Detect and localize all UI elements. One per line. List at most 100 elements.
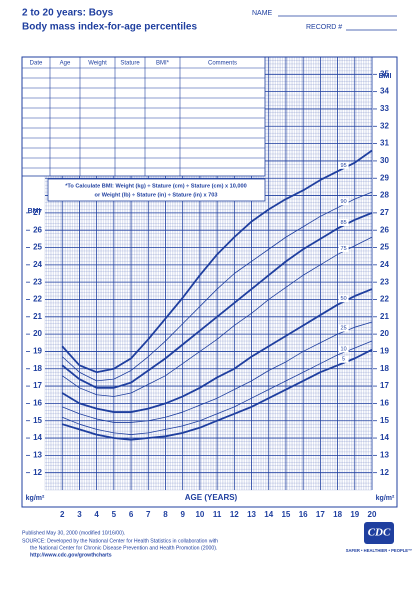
series-label: 85 xyxy=(341,220,347,226)
y2-tick-label: 29 xyxy=(380,173,389,182)
formula-text: or Weight (lb) ÷ Stature (in) ÷ Stature … xyxy=(95,192,218,198)
column-header: Comments xyxy=(208,61,237,67)
x-tick-label: 5 xyxy=(112,510,117,519)
footer-text: Published May 30, 2000 (modified 10/16/0… xyxy=(22,530,125,536)
label-bg xyxy=(338,324,349,332)
series-label: 75 xyxy=(341,246,347,252)
y-tick-label: 13 xyxy=(33,450,42,459)
x-tick-label: 16 xyxy=(299,510,308,519)
percentile-curve xyxy=(61,236,373,397)
y2-tick-label: 31 xyxy=(380,139,389,148)
y-tick-label: 22 xyxy=(33,295,42,304)
y2-tick-label: 30 xyxy=(380,156,389,165)
y-tick-label: 27 xyxy=(33,208,42,217)
percentile-curve xyxy=(61,191,373,382)
label-bg xyxy=(338,198,349,206)
percentile-curve xyxy=(61,348,373,441)
x-tick-label: 4 xyxy=(94,510,99,519)
footer-text: SOURCE: Developed by the National Center… xyxy=(22,538,218,544)
series-label: 25 xyxy=(341,326,347,332)
logo-text: CDC xyxy=(368,527,391,539)
y2-tick-label: 17 xyxy=(380,381,389,390)
x-tick-label: 14 xyxy=(264,510,273,519)
percentile-curve xyxy=(61,149,373,374)
x-axis-label: AGE (YEARS) xyxy=(185,493,238,502)
y2-tick-label: 27 xyxy=(380,208,389,217)
x-tick-label: 10 xyxy=(195,510,204,519)
y-tick-label: 15 xyxy=(33,416,42,425)
y-tick-label: 16 xyxy=(33,399,42,408)
x-tick-label: 11 xyxy=(213,510,222,519)
x-tick-label: 13 xyxy=(247,510,256,519)
x-tick-label: 8 xyxy=(163,510,168,519)
x-tick-label: 6 xyxy=(129,510,134,519)
series-label: 5 xyxy=(342,357,345,363)
y-tick-label: 21 xyxy=(33,312,42,321)
percentile-curve xyxy=(62,321,373,423)
table-box xyxy=(21,56,266,177)
name-label: NAME xyxy=(252,10,273,17)
x-tick-label: 2 xyxy=(60,510,65,519)
y2-tick-label: 23 xyxy=(380,277,389,286)
y-tick-label: 20 xyxy=(33,329,42,338)
y2-tick-label: 24 xyxy=(380,260,389,269)
y-tick-label: 26 xyxy=(33,225,42,234)
y2-tick-label: 21 xyxy=(380,312,389,321)
y2-tick-label: 13 xyxy=(380,450,389,459)
y-tick-label: 23 xyxy=(33,277,42,286)
series-label: 95 xyxy=(341,163,347,169)
y-tick-label: 24 xyxy=(33,260,42,269)
y2-tick-label: 35 xyxy=(380,69,389,78)
y-tick-label: 19 xyxy=(33,347,42,356)
label-bg xyxy=(338,161,349,169)
y2-tick-label: 33 xyxy=(380,104,389,113)
column-header: Date xyxy=(30,61,43,67)
y2-tick-label: 28 xyxy=(380,191,389,200)
logo xyxy=(364,522,394,544)
x-tick-label: 12 xyxy=(230,510,239,519)
label-bg xyxy=(24,205,44,216)
y2-tick-label: 12 xyxy=(380,468,389,477)
percentile-curve xyxy=(61,212,373,389)
frame xyxy=(21,56,398,508)
y2-tick-label: 14 xyxy=(380,433,389,442)
y2-tick-label: 25 xyxy=(380,243,389,252)
y-tick-label: 17 xyxy=(33,381,42,390)
x-tick-label: 15 xyxy=(281,510,290,519)
column-header: Age xyxy=(60,61,71,67)
record-label: RECORD # xyxy=(306,24,342,31)
chart-title: 2 to 20 years: Boys xyxy=(22,8,114,19)
chart-subtitle: Body mass index-for-age percentiles xyxy=(22,22,197,33)
x-tick-label: 9 xyxy=(180,510,185,519)
label-bg xyxy=(338,355,349,363)
y2-tick-label: 16 xyxy=(380,399,389,408)
y2-unit: kg/m² xyxy=(376,495,395,502)
label-bg xyxy=(338,244,349,252)
series-label: 50 xyxy=(341,296,347,302)
formula-box xyxy=(47,178,266,202)
footer-text: the National Center for Chronic Disease … xyxy=(30,545,217,551)
column-header: Stature xyxy=(120,61,140,67)
series-label: 10 xyxy=(341,346,347,352)
data-table: Date Age Weight Stature BMI* Comments xyxy=(21,56,266,177)
y-axis-label: BMI xyxy=(28,208,41,215)
y-tick-label: 14 xyxy=(33,433,42,442)
label-bg xyxy=(338,218,349,226)
series-label: 90 xyxy=(341,199,347,205)
column-header: BMI* xyxy=(156,61,170,67)
label-bg xyxy=(338,295,349,303)
x-tick-label: 20 xyxy=(368,510,377,519)
x-tick-label: 17 xyxy=(316,510,325,519)
formula-text: *To Calculate BMI: Weight (kg) ÷ Stature… xyxy=(65,183,247,189)
y2-tick-label: 15 xyxy=(380,416,389,425)
label-bg xyxy=(338,345,349,353)
y-unit: kg/m² xyxy=(26,495,45,502)
y2-tick-label: 20 xyxy=(380,329,389,338)
label-bg xyxy=(374,70,396,81)
y-tick-label: 18 xyxy=(33,364,42,373)
y2-tick-label: 18 xyxy=(380,364,389,373)
percentile-curve xyxy=(62,340,373,435)
y2-tick-label: 26 xyxy=(380,225,389,234)
logo-tagline: SAFER • HEALTHIER • PEOPLE™ xyxy=(346,548,413,553)
